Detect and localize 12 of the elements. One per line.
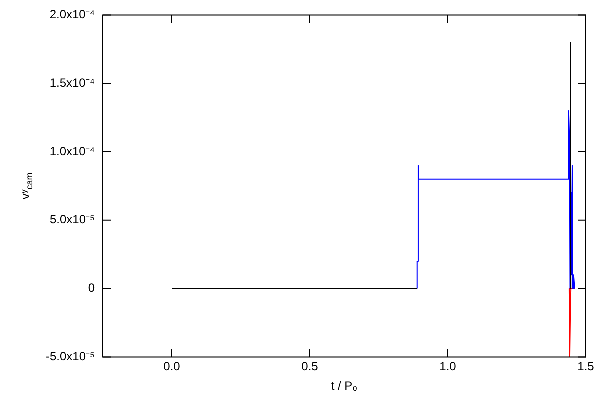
y-tick-label: 5.0x10⁻⁵	[50, 212, 96, 227]
x-axis-title: t / P₀	[331, 379, 358, 394]
x-tick-label: 1.5	[578, 360, 595, 374]
y-tick-label: 1.0x10⁻⁴	[50, 144, 95, 158]
x-tick-label: 1.0	[440, 360, 457, 374]
x-tick-label: 0.0	[164, 360, 181, 374]
x-tick-label: 0.5	[302, 360, 319, 374]
y-tick-label: 0	[88, 281, 96, 296]
y-tick-label: 2.0x10⁻⁴	[50, 8, 95, 22]
y-tick-label: -5.0x10⁻⁵	[46, 350, 96, 364]
y-axis-title: vʸcam	[18, 172, 34, 200]
y-tick-label: 1.5x10⁻⁴	[50, 76, 95, 90]
